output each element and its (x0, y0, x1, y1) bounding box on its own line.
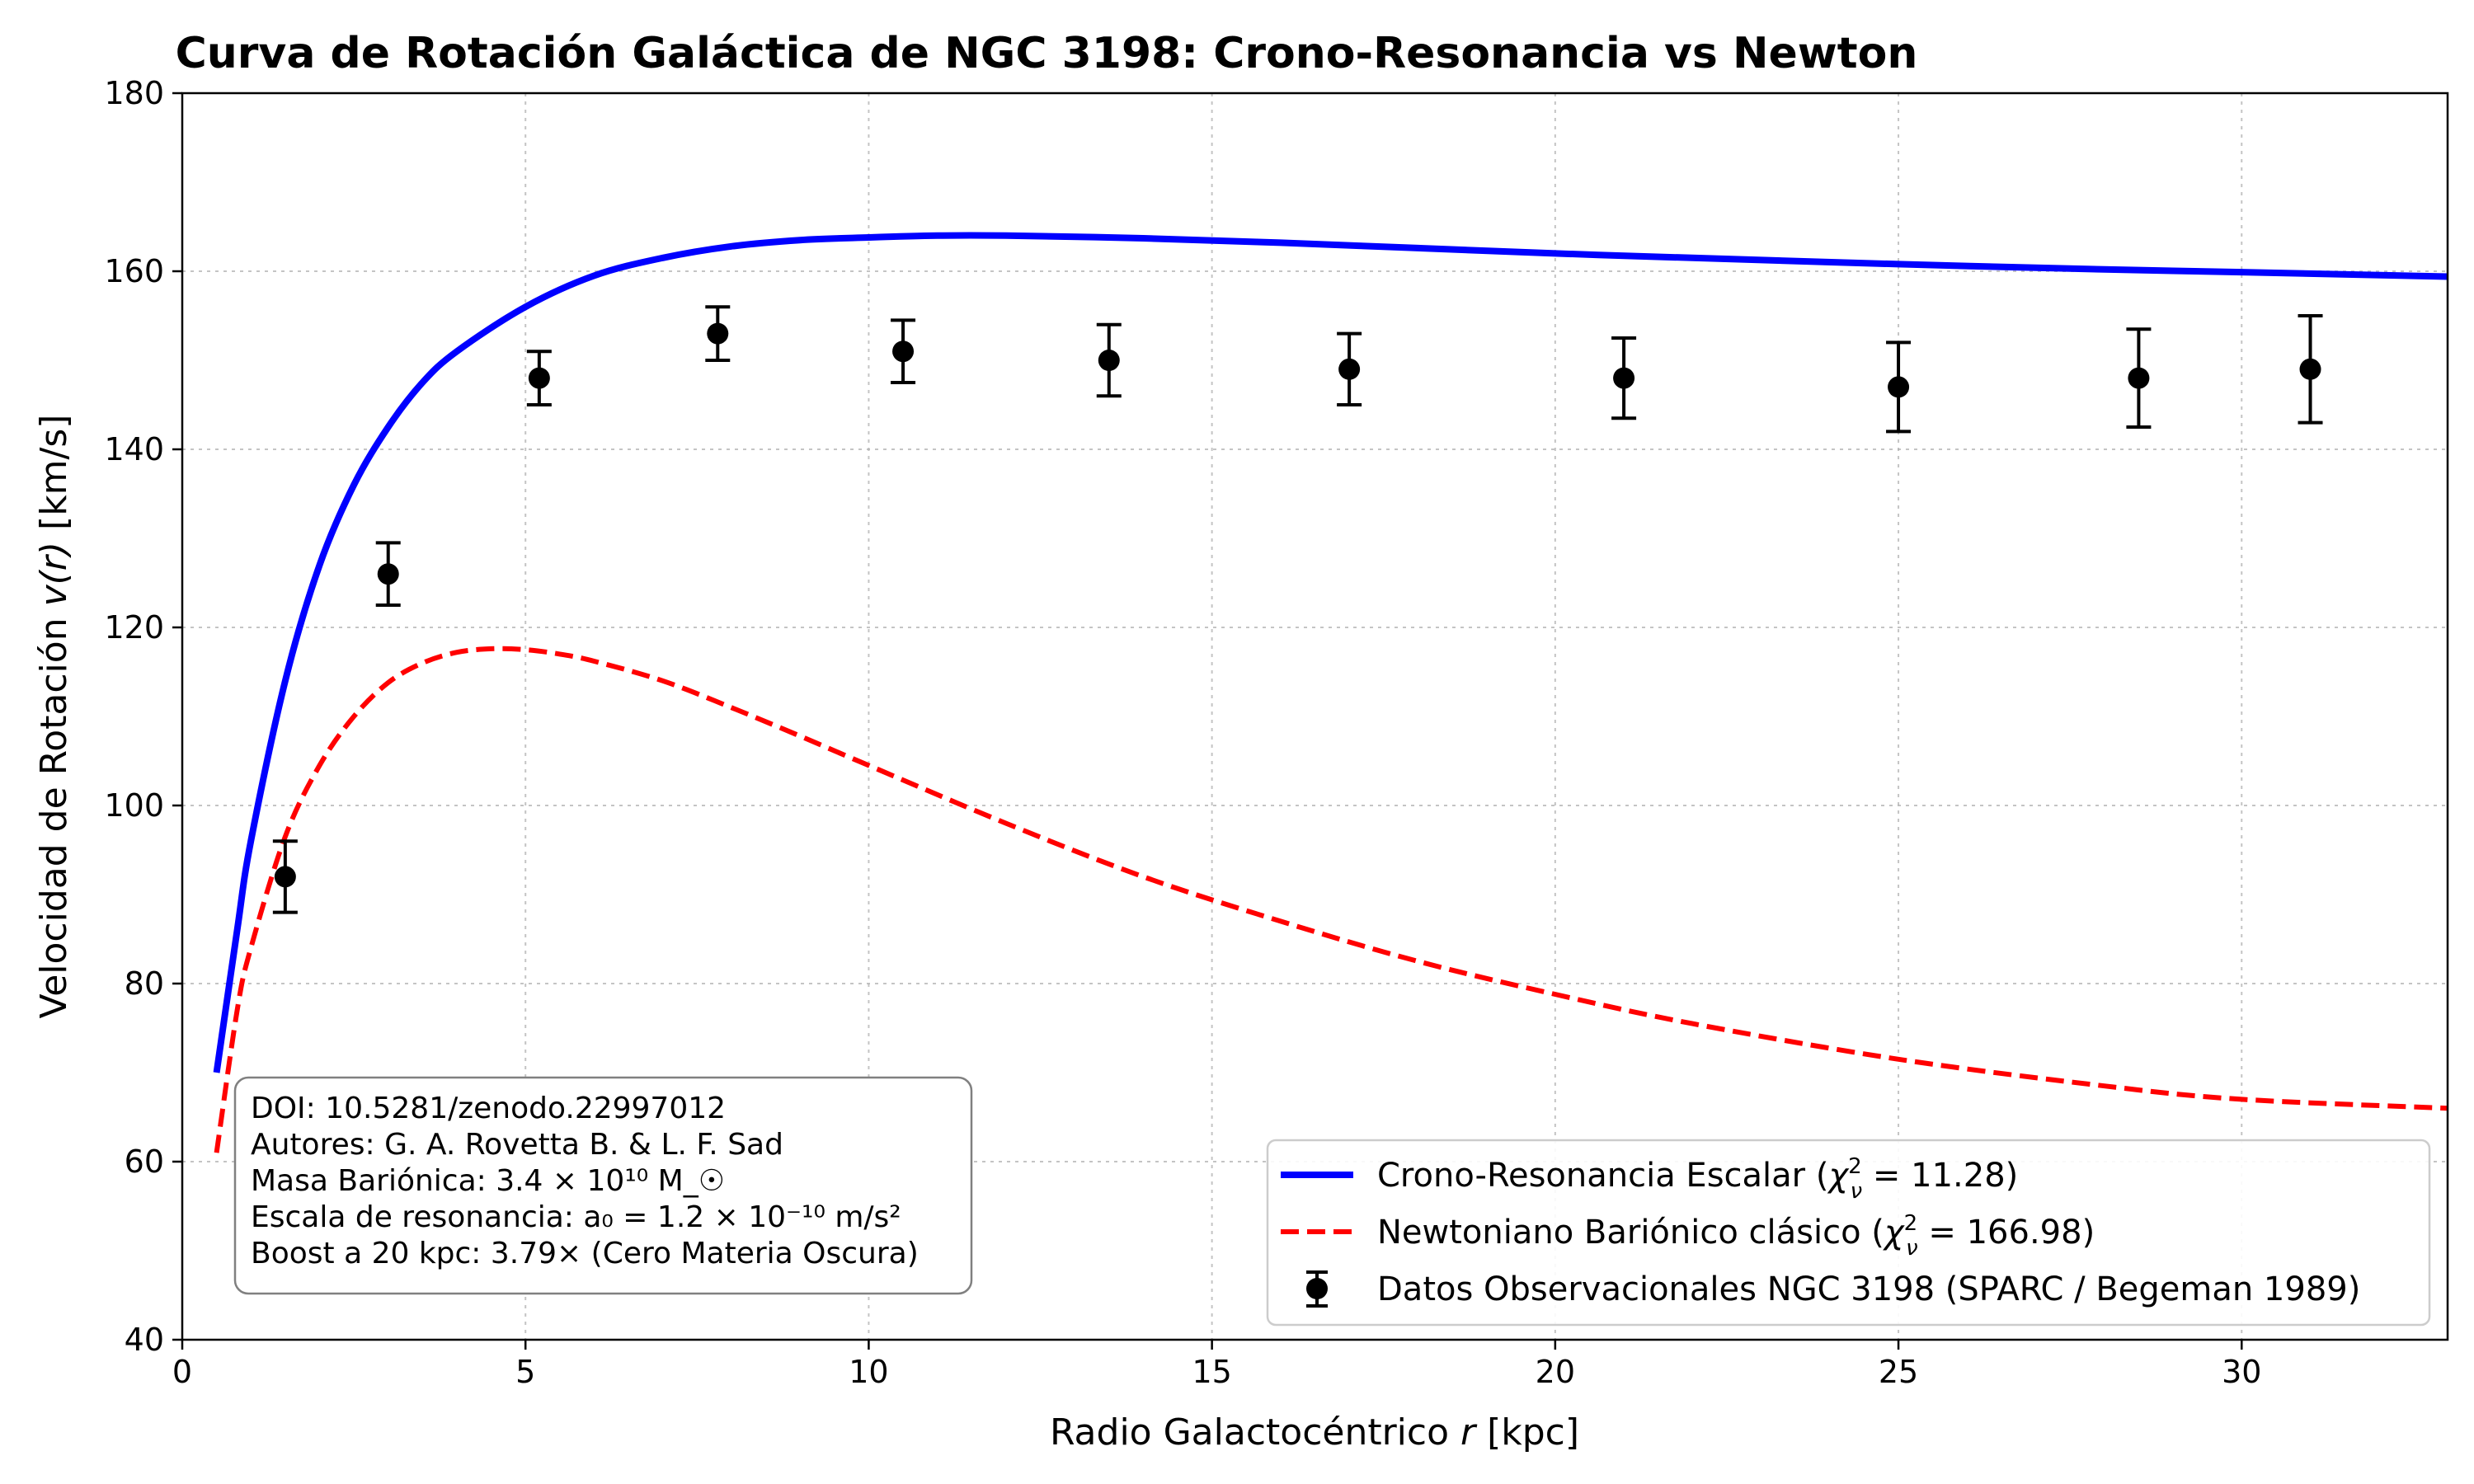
annotation-box: DOI: 10.5281/zenodo.22997012 Autores: G.… (233, 1076, 973, 1295)
crono-resonance-curve (213, 232, 2448, 1073)
data-marker (2128, 367, 2150, 389)
annotation-line-boost: Boost a 20 kpc: 3.79× (Cero Materia Oscu… (251, 1237, 919, 1270)
y-tick-label: 80 (125, 965, 164, 1002)
data-marker (2299, 358, 2321, 380)
legend-newton-val: = 166.98) (1918, 1214, 2095, 1252)
legend-newton-label: Newtoniano Bariónico clásico (χ2 ν = 166.… (1377, 1211, 2095, 1261)
annotation-line-mass: Masa Bariónica: 3.4 × 10¹⁰ M_☉ (251, 1164, 725, 1198)
data-point (375, 541, 401, 607)
legend-newton-chi: χ (1883, 1214, 1905, 1252)
x-tick-label: 20 (1536, 1354, 1575, 1390)
legend-newton-sub: ν (1906, 1236, 1918, 1261)
y-axis-label-unit: [km/s] (33, 415, 75, 542)
data-marker (892, 340, 915, 363)
series-curves (213, 232, 2448, 1153)
x-axis-label-var: r (1460, 1411, 1478, 1453)
data-point (891, 318, 916, 384)
legend-crono-label: Crono-Resonancia Escalar (χ2 ν = 11.28) (1377, 1154, 2018, 1204)
legend-crono-sup: 2 (1848, 1154, 1862, 1179)
y-axis-label-var: v(r) (33, 542, 75, 606)
legend: Crono-Resonancia Escalar (χ2 ν = 11.28) N… (1266, 1139, 2431, 1327)
data-marker (707, 322, 729, 345)
legend-crono-val: = 11.28) (1862, 1157, 2018, 1195)
data-point (2126, 327, 2152, 429)
y-tick-label: 140 (104, 431, 164, 467)
data-marker (528, 367, 550, 389)
legend-crono-text: Crono-Resonancia Escalar ( (1377, 1157, 1828, 1195)
legend-crono-sub: ν (1851, 1179, 1863, 1204)
legend-frame (1266, 1139, 2431, 1327)
x-tick-label: 15 (1192, 1354, 1231, 1390)
newton-curve (214, 646, 2448, 1153)
data-marker (377, 563, 399, 585)
legend-data-swatch (1306, 1270, 1328, 1308)
data-marker (1338, 358, 1361, 380)
data-point (272, 839, 298, 914)
y-axis-label: Velocidad de Rotación v(r) [km/s] (33, 415, 75, 1019)
data-point (1096, 322, 1122, 398)
y-tick-label: 40 (125, 1322, 164, 1358)
legend-data-label: Datos Observacionales NGC 3198 (SPARC / … (1377, 1270, 2360, 1308)
data-point (705, 305, 731, 362)
data-marker (1098, 350, 1120, 371)
x-tick-label: 30 (2222, 1354, 2261, 1390)
x-tick-label: 25 (1879, 1354, 1918, 1390)
data-point (1611, 336, 1637, 420)
legend-newton-text: Newtoniano Bariónico clásico ( (1377, 1214, 1884, 1252)
y-axis-label-text: Velocidad de Rotación (33, 606, 75, 1018)
legend-newton-sup: 2 (1904, 1211, 1918, 1236)
plot-frame (181, 92, 2449, 1341)
series-datapoints (272, 305, 2323, 914)
data-point (2298, 314, 2323, 425)
y-tick-label: 180 (104, 75, 164, 111)
x-tick-label: 0 (172, 1354, 192, 1390)
x-axis-label-text: Radio Galactocéntrico (1050, 1411, 1460, 1453)
y-tick-label: 120 (104, 609, 164, 646)
annotation-line-doi: DOI: 10.5281/zenodo.22997012 (251, 1092, 726, 1125)
chart-title: Curva de Rotación Galáctica de NGC 3198:… (176, 29, 1918, 78)
data-point (1886, 340, 1912, 434)
legend-crono-chi: χ (1827, 1157, 1849, 1195)
x-axis-ticks: 0 5 10 15 20 25 30 (172, 1340, 2261, 1390)
annotation-line-scale: Escala de resonancia: a₀ = 1.2 × 10⁻¹⁰ m… (251, 1200, 901, 1234)
x-tick-label: 5 (515, 1354, 535, 1390)
x-axis-label: Radio Galactocéntrico r [kpc] (1050, 1411, 1579, 1453)
data-marker (1613, 367, 1635, 389)
data-marker (1888, 376, 1910, 398)
y-tick-label: 60 (125, 1144, 164, 1180)
x-tick-label: 10 (849, 1354, 888, 1390)
data-point (526, 350, 552, 406)
y-axis-ticks: 40 60 80 100 120 140 160 180 (104, 75, 182, 1358)
annotation-line-authors: Autores: G. A. Rovetta B. & L. F. Sad (251, 1128, 783, 1162)
annotation-frame (233, 1076, 973, 1295)
data-point (1337, 331, 1362, 406)
x-axis-label-unit: [kpc] (1475, 1411, 1579, 1453)
data-marker (274, 866, 296, 888)
y-tick-label: 160 (104, 253, 164, 289)
y-tick-label: 100 (104, 787, 164, 824)
